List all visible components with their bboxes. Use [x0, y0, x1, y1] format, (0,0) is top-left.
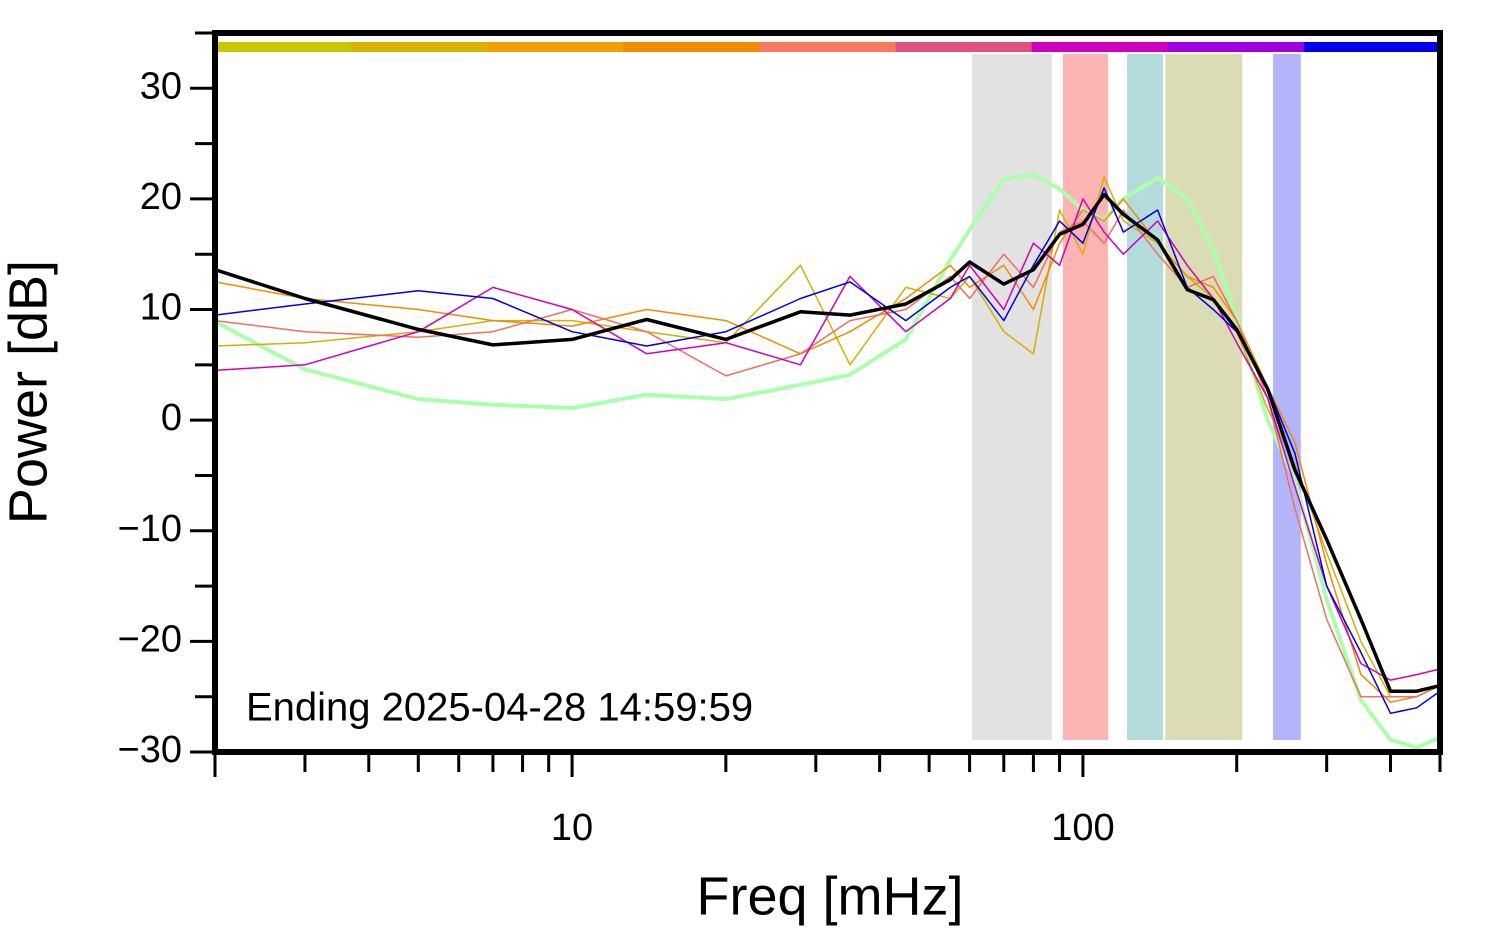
- annotation: Ending 2025-04-28 14:59:59: [246, 686, 753, 730]
- color-band: [1031, 42, 1169, 52]
- series-line: [215, 176, 1440, 698]
- color-band: [1167, 42, 1305, 52]
- x-axis-label: Freq [mHz]: [696, 866, 963, 926]
- y-tick-label: −20: [118, 618, 182, 660]
- series-line: [215, 172, 1440, 750]
- y-tick-label: 0: [161, 397, 182, 439]
- y-tick-label: −30: [118, 729, 182, 771]
- y-tick-label: 20: [140, 176, 182, 218]
- y-axis-label: Power [dB]: [0, 260, 58, 524]
- x-tick-label: 10: [551, 807, 593, 849]
- series-line: [215, 192, 1440, 693]
- series-line: [215, 198, 1440, 703]
- color-band: [215, 42, 352, 52]
- color-band: [1303, 42, 1441, 52]
- color-band: [623, 42, 760, 52]
- color-band: [895, 42, 1033, 52]
- color-band: [487, 42, 624, 52]
- freq-span: [1127, 54, 1164, 740]
- color-band: [759, 42, 897, 52]
- freq-span: [1273, 54, 1301, 740]
- series-line: [215, 198, 1440, 681]
- freq-span: [1062, 54, 1109, 740]
- series-line: [215, 187, 1440, 715]
- freq-span: [1165, 54, 1243, 740]
- y-tick-label: −10: [118, 508, 182, 550]
- freq-span: [972, 54, 1052, 740]
- color-band: [351, 42, 488, 52]
- y-tick-label: 30: [140, 65, 182, 107]
- plot-frame: [212, 30, 1443, 755]
- series-line: [215, 209, 1440, 698]
- y-tick-label: 10: [140, 287, 182, 329]
- x-tick-label: 100: [1051, 807, 1114, 849]
